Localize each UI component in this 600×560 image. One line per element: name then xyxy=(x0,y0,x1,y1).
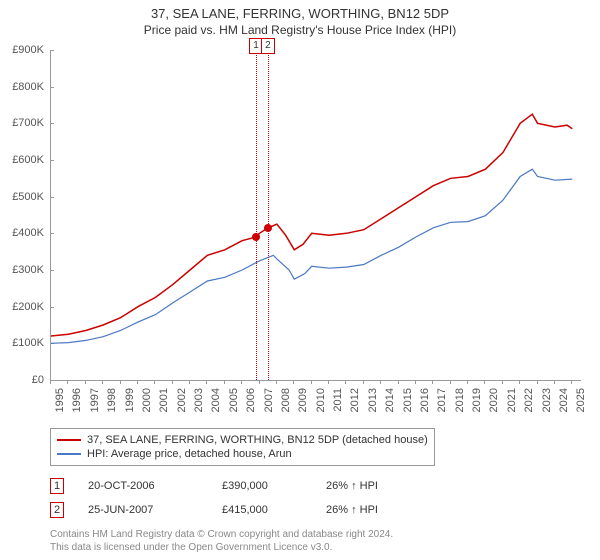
y-tick-label: £0 xyxy=(32,374,44,386)
x-tick-label: 2007 xyxy=(263,388,275,412)
x-tick-label: 2025 xyxy=(575,388,587,412)
sale-date: 20-OCT-2006 xyxy=(88,480,198,492)
legend-item: HPI: Average price, detached house, Arun xyxy=(57,447,428,461)
x-tick-label: 1998 xyxy=(106,388,118,412)
x-tick-label: 2006 xyxy=(245,388,257,412)
sale-hpi: 26% ↑ HPI xyxy=(326,504,416,516)
x-tick-label: 1999 xyxy=(124,388,136,412)
line-chart: 12 xyxy=(50,50,581,381)
x-tick-label: 2016 xyxy=(419,388,431,412)
x-tick-label: 2004 xyxy=(210,388,222,412)
legend: 37, SEA LANE, FERRING, WORTHING, BN12 5D… xyxy=(50,428,435,466)
x-tick-label: 1997 xyxy=(89,388,101,412)
x-tick-label: 2002 xyxy=(176,388,188,412)
x-tick-label: 2012 xyxy=(349,388,361,412)
x-tick-label: 2019 xyxy=(471,388,483,412)
sale-price: £390,000 xyxy=(222,480,302,492)
y-tick-label: £300K xyxy=(12,264,44,276)
legend-item: 37, SEA LANE, FERRING, WORTHING, BN12 5D… xyxy=(57,433,428,447)
x-tick-label: 1996 xyxy=(71,388,83,412)
x-tick-label: 2024 xyxy=(558,388,570,412)
y-tick-label: £500K xyxy=(12,191,44,203)
series-hpi xyxy=(51,169,572,343)
chart-container: 37, SEA LANE, FERRING, WORTHING, BN12 5D… xyxy=(0,0,600,560)
x-tick-label: 2014 xyxy=(384,388,396,412)
page-subtitle: Price paid vs. HM Land Registry's House … xyxy=(0,21,600,37)
sale-vline xyxy=(268,50,269,380)
x-tick-label: 2022 xyxy=(523,388,535,412)
x-tick-label: 2013 xyxy=(367,388,379,412)
sale-hpi: 26% ↑ HPI xyxy=(326,480,416,492)
y-tick-label: £800K xyxy=(12,81,44,93)
legend-swatch xyxy=(57,453,81,455)
legend-label: HPI: Average price, detached house, Arun xyxy=(87,448,292,460)
x-tick-label: 2005 xyxy=(228,388,240,412)
y-tick-label: £900K xyxy=(12,44,44,56)
x-tick-label: 2008 xyxy=(280,388,292,412)
sale-price: £415,000 xyxy=(222,504,302,516)
x-tick-label: 2017 xyxy=(436,388,448,412)
x-tick-label: 2023 xyxy=(541,388,553,412)
series-property xyxy=(51,114,572,336)
y-axis: £0£100K£200K£300K£400K£500K£600K£700K£80… xyxy=(0,50,48,380)
page-title: 37, SEA LANE, FERRING, WORTHING, BN12 5D… xyxy=(0,0,600,21)
sale-marker-label: 2 xyxy=(261,38,275,54)
x-tick-label: 2015 xyxy=(402,388,414,412)
footer-line: This data is licensed under the Open Gov… xyxy=(50,541,393,554)
sale-vline xyxy=(256,50,257,380)
x-tick-label: 1995 xyxy=(54,388,66,412)
sale-marker-dot xyxy=(264,224,272,232)
x-tick-label: 2003 xyxy=(193,388,205,412)
y-tick-label: £200K xyxy=(12,301,44,313)
x-tick-label: 2009 xyxy=(297,388,309,412)
x-tick-label: 2010 xyxy=(315,388,327,412)
x-tick-label: 2001 xyxy=(158,388,170,412)
legend-swatch xyxy=(57,439,81,441)
x-tick-label: 2000 xyxy=(141,388,153,412)
sale-badge: 1 xyxy=(50,478,64,494)
footer-line: Contains HM Land Registry data © Crown c… xyxy=(50,528,393,541)
y-tick-label: £400K xyxy=(12,227,44,239)
chart-svg xyxy=(51,50,581,380)
sale-badge: 2 xyxy=(50,502,64,518)
y-tick-label: £700K xyxy=(12,117,44,129)
legend-label: 37, SEA LANE, FERRING, WORTHING, BN12 5D… xyxy=(87,434,428,446)
y-tick-label: £600K xyxy=(12,154,44,166)
sale-row: 2 25-JUN-2007 £415,000 26% ↑ HPI xyxy=(50,498,416,522)
footer: Contains HM Land Registry data © Crown c… xyxy=(50,528,393,554)
sale-row: 1 20-OCT-2006 £390,000 26% ↑ HPI xyxy=(50,474,416,498)
x-tick-label: 2011 xyxy=(332,388,344,412)
sale-marker-dot xyxy=(252,233,260,241)
x-tick-label: 2018 xyxy=(454,388,466,412)
x-tick-label: 2020 xyxy=(488,388,500,412)
sales-table: 1 20-OCT-2006 £390,000 26% ↑ HPI 2 25-JU… xyxy=(50,474,416,522)
x-tick-label: 2021 xyxy=(506,388,518,412)
sale-date: 25-JUN-2007 xyxy=(88,504,198,516)
y-tick-label: £100K xyxy=(12,337,44,349)
